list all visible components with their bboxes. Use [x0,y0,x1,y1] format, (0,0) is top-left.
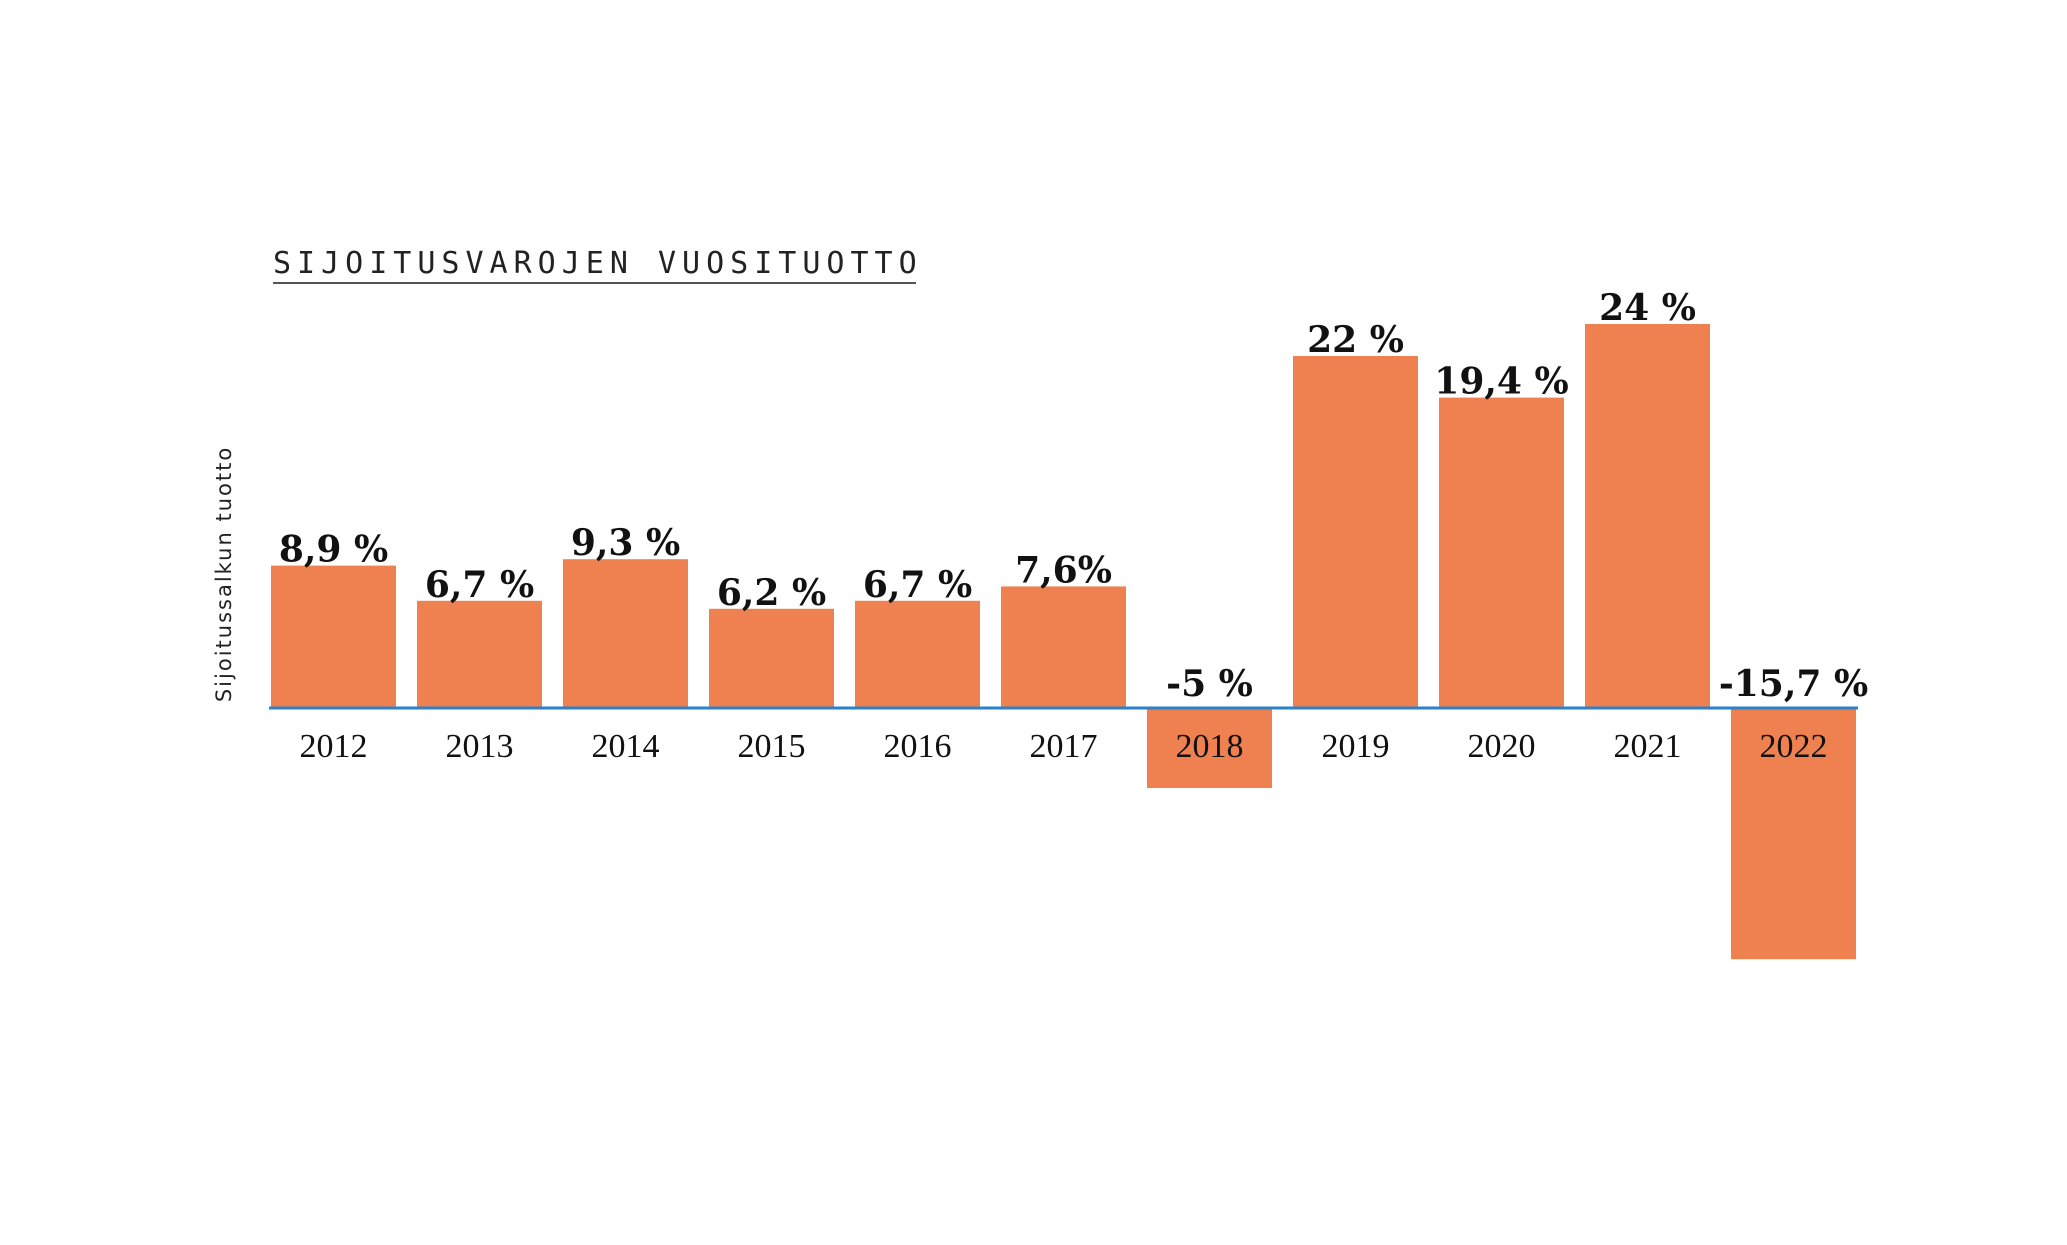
bar-2020 [1439,397,1564,708]
x-tick-2016: 2016 [884,728,952,765]
data-label-2017: 7,6% [1015,549,1112,591]
data-label-2014: 9,3 % [571,522,680,564]
data-label-2015: 6,2 % [717,572,826,614]
data-label-2016: 6,7 % [863,564,972,606]
chart-title: SIJOITUSVAROJEN VUOSITUOTTO [273,246,923,281]
data-label-2021: 24 % [1599,287,1696,329]
bars [271,324,1856,960]
bar-2015 [709,608,834,708]
x-tick-2012: 2012 [300,728,368,765]
bar-2012 [271,565,396,708]
data-label-2022: -15,7 % [1719,663,1868,705]
bar-2013 [417,600,542,708]
x-tick-2022: 2022 [1760,728,1828,765]
data-label-2019: 22 % [1307,319,1404,361]
bar-2014 [563,559,688,708]
data-label-2013: 6,7 % [425,564,534,606]
bar-2016 [855,600,980,708]
bar-2019 [1293,356,1418,708]
x-tick-2019: 2019 [1322,728,1390,765]
x-tick-2014: 2014 [592,728,660,765]
x-tick-2017: 2017 [1030,728,1098,765]
bar-2021 [1585,324,1710,708]
y-axis-label: Sijoitussalkun tuotto [212,446,236,702]
x-tick-2015: 2015 [738,728,806,765]
data-label-2012: 8,9 % [279,529,388,571]
x-tick-2013: 2013 [446,728,514,765]
data-labels: 8,9 % 6,7 % 9,3 % 6,2 % 6,7 % 7,6% -5 % 22 % 19,… [279,287,1868,705]
data-label-2020: 19,4 % [1434,361,1568,403]
bar-2018 [1147,708,1272,788]
x-tick-2021: 2021 [1614,728,1682,765]
data-label-2018: -5 % [1166,663,1253,705]
x-tick-2020: 2020 [1468,728,1536,765]
bar-2017 [1001,586,1126,708]
bar-2022 [1731,708,1856,960]
x-tick-2018: 2018 [1176,728,1244,765]
x-tick-labels: 2012 2013 2014 2015 2016 2017 2018 2019 2020 2021… [300,728,1828,765]
